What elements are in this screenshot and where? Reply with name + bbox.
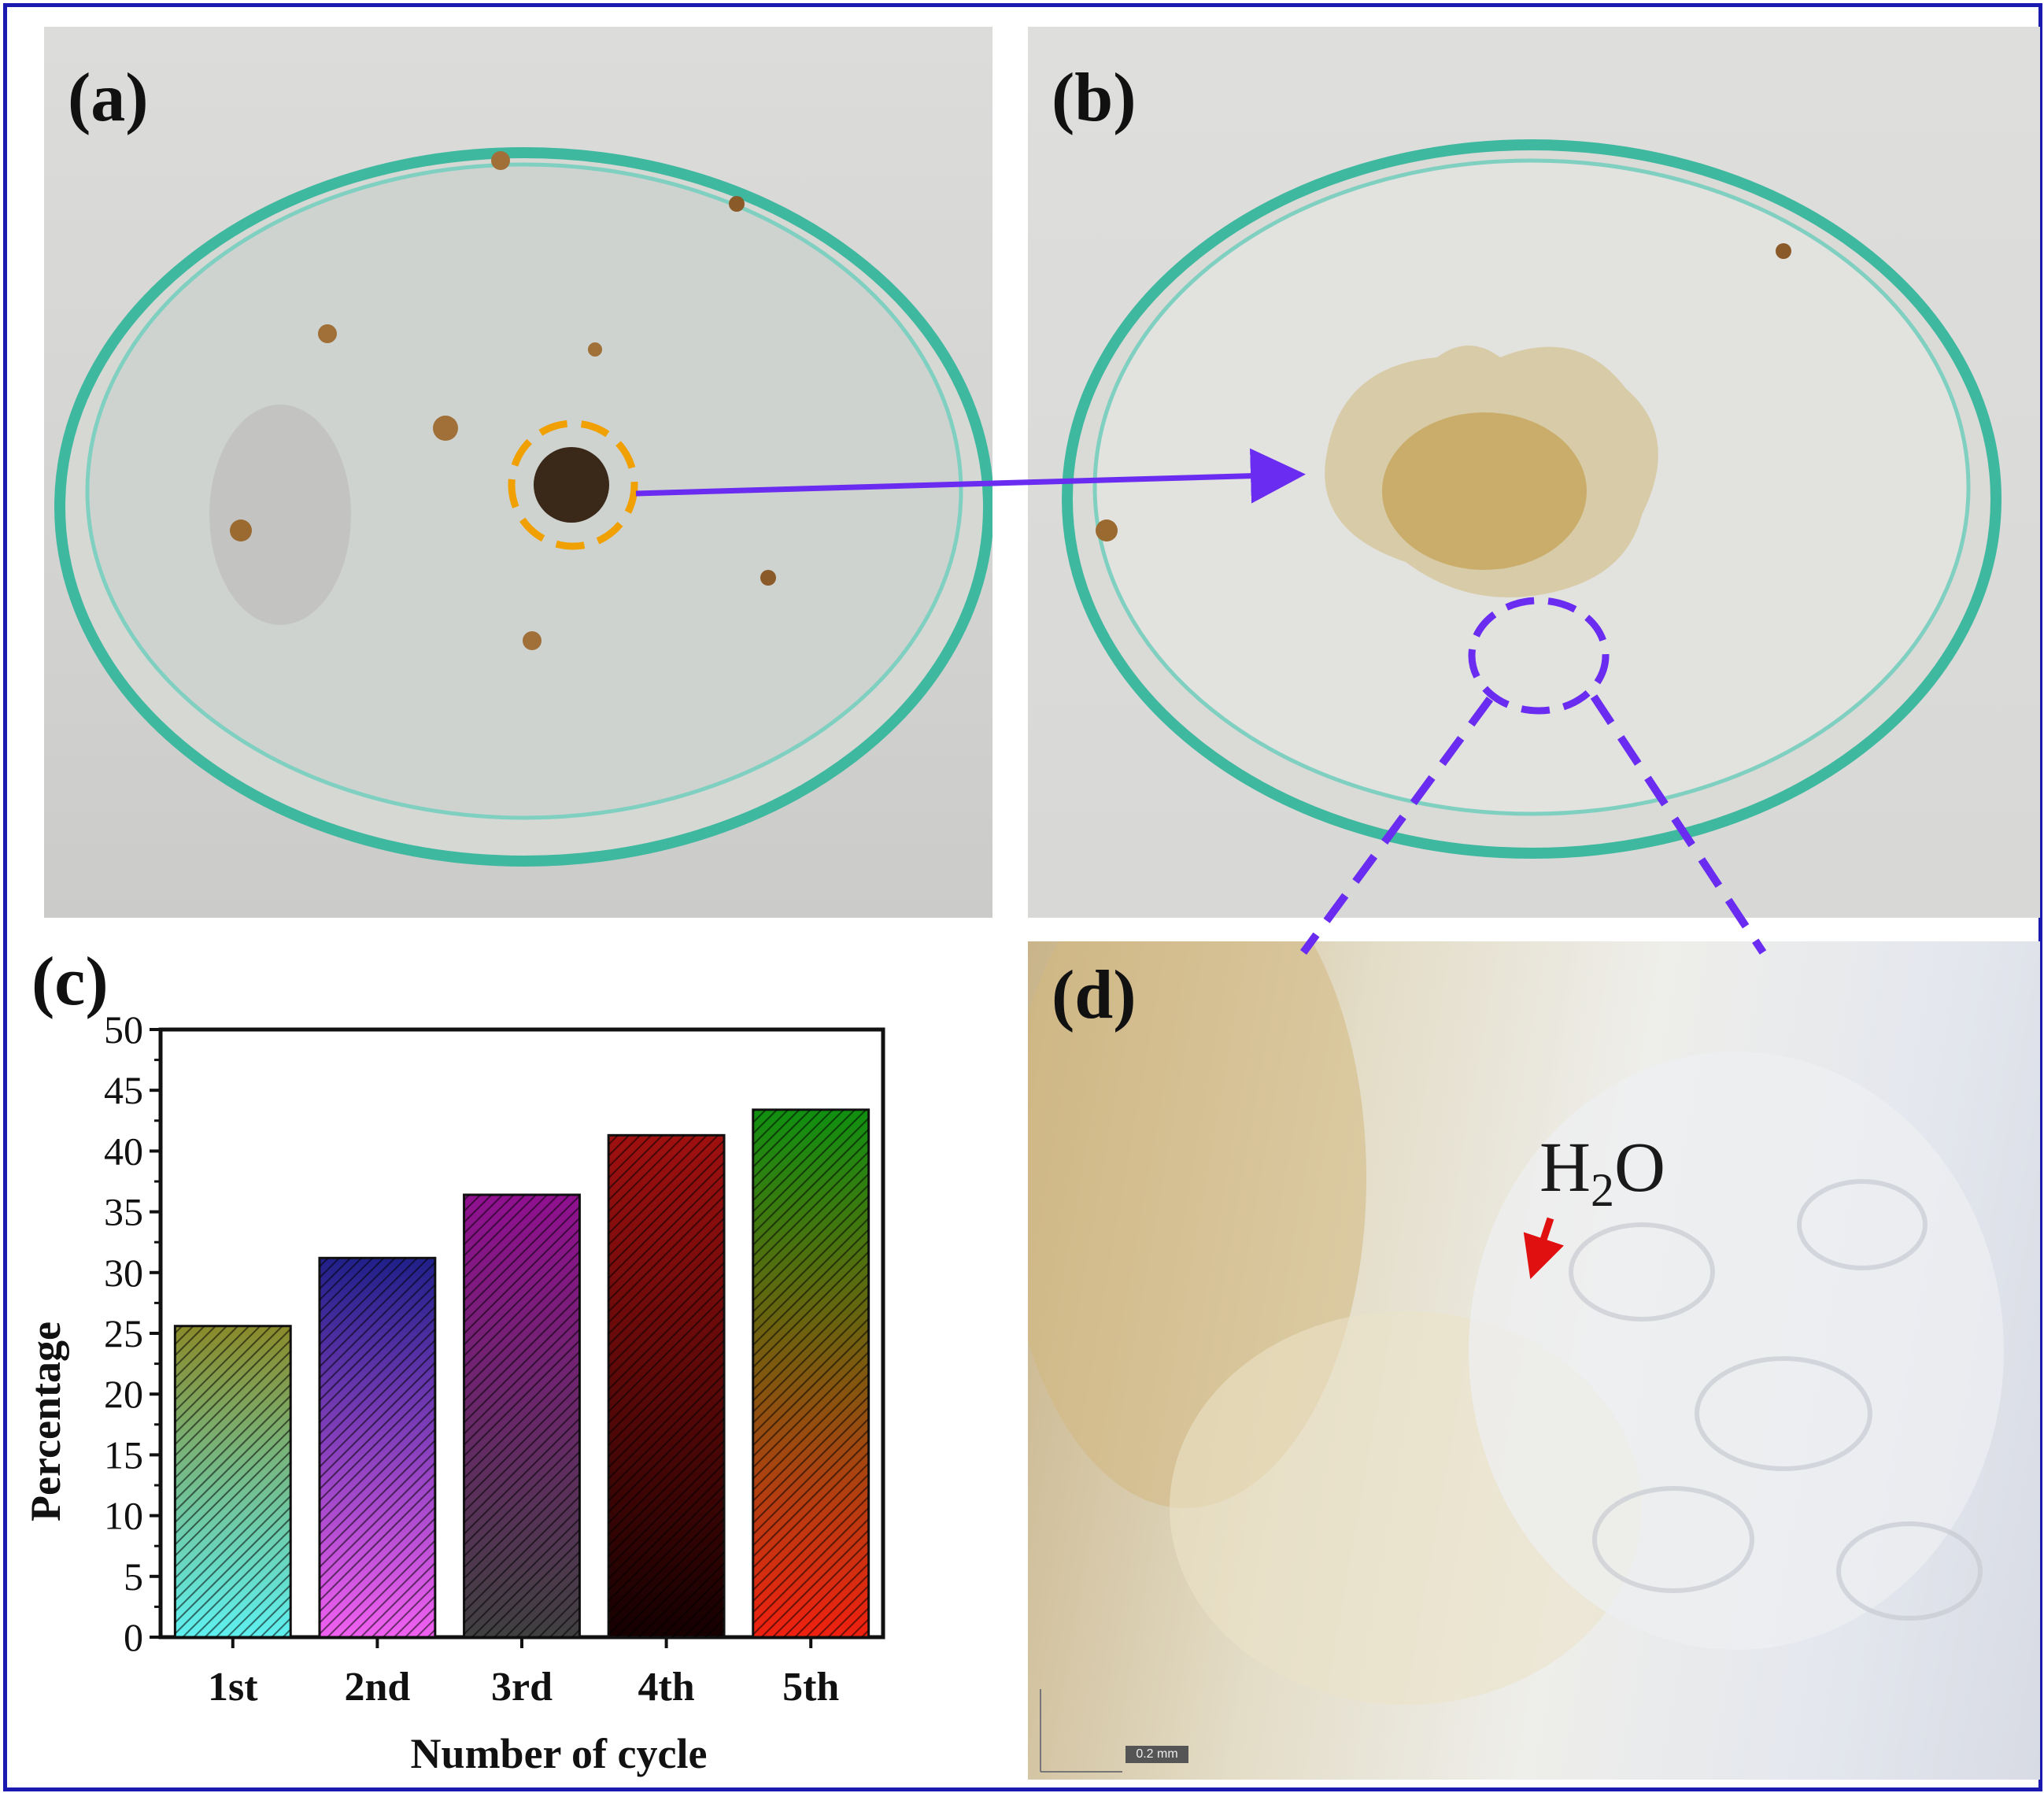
highlight-circle-a	[508, 420, 638, 550]
bar-hatch-3rd	[464, 1194, 580, 1637]
clear-gel-region	[1469, 1052, 2004, 1650]
y-tick-label: 40	[104, 1129, 143, 1173]
panel-c-bar-chart: (c) 0 5 10 15 20 25 30 35 40 45 50 1st 2nd 3rd 4th 5th…	[31, 944, 885, 1777]
surface-ridges	[1569, 1179, 1983, 1621]
bar-hatch-2nd	[319, 1258, 435, 1637]
particle	[588, 342, 602, 357]
y-tick-label: 10	[104, 1494, 143, 1538]
x-tick-label: 1st	[208, 1665, 258, 1710]
micrograph-texture	[1028, 941, 2004, 1773]
particle	[491, 151, 510, 170]
particle	[1776, 243, 1791, 259]
bar-hatch-4th	[608, 1135, 725, 1637]
x-tick-label: 4th	[638, 1665, 694, 1710]
y-tick-label: 0	[124, 1615, 143, 1659]
panel-b-photo: (b)	[1028, 27, 2040, 918]
petri-dish-a	[54, 147, 992, 867]
zoom-line-right	[1590, 694, 1767, 955]
x-tick-label: 3rd	[491, 1665, 553, 1710]
y-tick-label: 50	[104, 1007, 143, 1052]
red-arrow	[1523, 1217, 1564, 1280]
particle	[1096, 519, 1118, 542]
panel-label-c: (c)	[31, 944, 109, 1020]
y-tick-label: 15	[104, 1433, 143, 1477]
bar-hatch-1st	[175, 1325, 291, 1637]
panel-label-a: (a)	[68, 60, 149, 136]
dried-sample	[534, 447, 609, 523]
particle	[729, 196, 745, 212]
highlight-circle-b	[1468, 597, 1610, 715]
y-axis-ticks: 0 5 10 15 20 25 30 35 40 45 50	[104, 1007, 161, 1659]
y-axis-title: Percentage	[31, 1322, 69, 1521]
h2o-annotation: H2O	[1539, 1129, 1665, 1216]
y-tick-label: 45	[104, 1068, 143, 1112]
particle	[760, 570, 776, 586]
x-tick-label: 2nd	[344, 1665, 410, 1710]
water-spot	[209, 405, 351, 625]
panel-label-d: (d)	[1052, 957, 1137, 1033]
y-tick-label: 20	[104, 1372, 143, 1416]
bars	[173, 1108, 870, 1639]
x-tick-label: 5th	[782, 1665, 839, 1710]
panel-label-b: (b)	[1052, 60, 1137, 136]
particle	[433, 416, 458, 441]
petri-dish-b	[1062, 139, 2001, 859]
scale-bar-label: 0.2 mm	[1125, 1746, 1188, 1763]
x-axis-labels: 1st 2nd 3rd 4th 5th	[208, 1637, 839, 1710]
dish-inner-a	[85, 162, 963, 820]
particle	[318, 324, 337, 343]
y-tick-label: 30	[104, 1251, 143, 1295]
particle	[523, 631, 541, 650]
hydrogel-core	[1382, 412, 1587, 570]
x-axis-title: Number of cycle	[411, 1730, 708, 1777]
arrow-a-to-b	[635, 448, 1306, 504]
panel-d-micrograph: (d)	[1028, 941, 2040, 1780]
y-tick-label: 25	[104, 1311, 143, 1355]
y-tick-label: 5	[124, 1555, 143, 1599]
y-tick-label: 35	[104, 1190, 143, 1234]
particle	[230, 519, 252, 542]
panel-a-photo: (a)	[44, 27, 992, 918]
bar-hatch-5th	[752, 1109, 869, 1637]
zoom-line-left	[1299, 697, 1494, 955]
